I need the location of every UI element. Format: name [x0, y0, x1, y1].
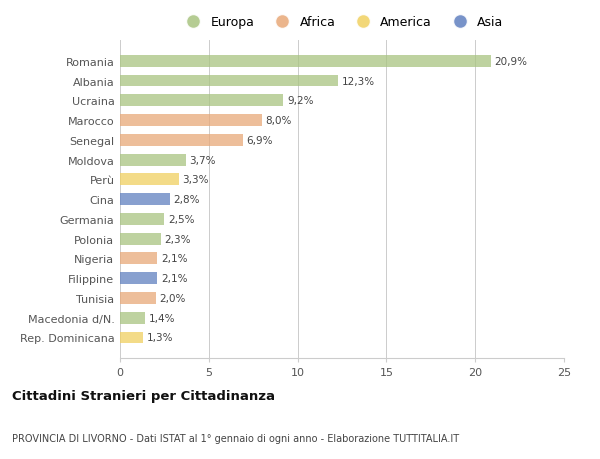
Text: 3,7%: 3,7%	[189, 155, 216, 165]
Bar	[120, 253, 157, 265]
Bar	[120, 312, 145, 324]
Bar	[120, 56, 491, 67]
Bar	[120, 95, 283, 107]
Bar	[120, 273, 157, 285]
Text: 2,3%: 2,3%	[164, 234, 191, 244]
Bar	[120, 213, 164, 225]
Bar	[120, 174, 179, 186]
Text: 2,1%: 2,1%	[161, 274, 187, 284]
Bar	[120, 332, 143, 344]
Text: 6,9%: 6,9%	[246, 135, 272, 146]
Text: 20,9%: 20,9%	[495, 56, 528, 67]
Text: Cittadini Stranieri per Cittadinanza: Cittadini Stranieri per Cittadinanza	[12, 389, 275, 403]
Bar	[120, 134, 242, 146]
Bar	[120, 194, 170, 206]
Bar	[120, 233, 161, 245]
Bar	[120, 115, 262, 127]
Text: 2,1%: 2,1%	[161, 254, 187, 264]
Text: 9,2%: 9,2%	[287, 96, 313, 106]
Text: 2,5%: 2,5%	[168, 214, 194, 224]
Bar	[120, 154, 186, 166]
Text: 1,4%: 1,4%	[148, 313, 175, 323]
Text: 8,0%: 8,0%	[266, 116, 292, 126]
Text: 2,0%: 2,0%	[159, 293, 185, 303]
Bar	[120, 75, 338, 87]
Legend: Europa, Africa, America, Asia: Europa, Africa, America, Asia	[178, 14, 506, 32]
Text: PROVINCIA DI LIVORNO - Dati ISTAT al 1° gennaio di ogni anno - Elaborazione TUTT: PROVINCIA DI LIVORNO - Dati ISTAT al 1° …	[12, 433, 459, 442]
Text: 3,3%: 3,3%	[182, 175, 209, 185]
Bar	[120, 292, 155, 304]
Text: 12,3%: 12,3%	[342, 76, 375, 86]
Text: 2,8%: 2,8%	[173, 195, 200, 205]
Text: 1,3%: 1,3%	[146, 333, 173, 343]
